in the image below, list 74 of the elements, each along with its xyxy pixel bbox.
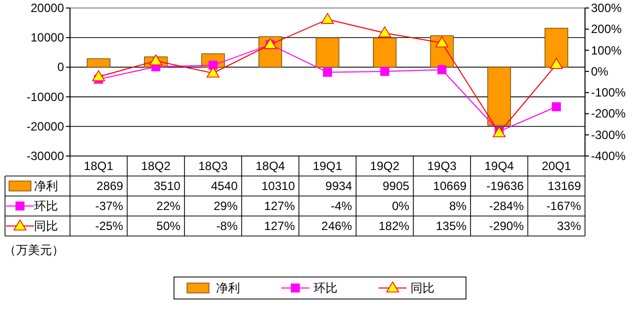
- y-tick-label: 10000: [30, 30, 64, 45]
- point: [149, 54, 162, 66]
- point: [550, 58, 563, 69]
- bar: [487, 66, 511, 126]
- data-label: 9905: [382, 179, 410, 193]
- data-label: -4%: [330, 199, 352, 213]
- data-label: -37%: [95, 199, 124, 213]
- y-tick-label: -30000: [26, 149, 64, 163]
- data-label: 13169: [548, 179, 582, 193]
- x-tick-label: 18Q4: [256, 159, 286, 173]
- y2-tick-label: -100%: [591, 86, 626, 100]
- y-tick-label: -20000: [26, 119, 64, 134]
- data-label: 29%: [214, 199, 238, 213]
- y-tick-label: 20000: [30, 1, 64, 15]
- y2-tick-label: 300%: [591, 1, 622, 15]
- data-label: 4540: [210, 179, 238, 193]
- y2-tick-label: 0%: [591, 64, 609, 78]
- y-tick-label: 0: [57, 60, 64, 74]
- data-label: 0%: [392, 199, 410, 213]
- data-label: -284%: [489, 199, 524, 213]
- point: [92, 70, 106, 82]
- x-tick-label: 19Q1: [312, 159, 342, 173]
- bar: [372, 38, 396, 68]
- point: [437, 65, 446, 74]
- x-tick-label: 19Q3: [427, 159, 457, 173]
- x-tick-label: 18Q1: [84, 159, 114, 173]
- point: [380, 66, 390, 76]
- bar: [544, 28, 568, 68]
- point: [208, 60, 218, 70]
- text: 环比: [313, 281, 338, 295]
- data-label: 127%: [264, 219, 296, 233]
- point: [321, 13, 334, 24]
- y2-tick-label: -200%: [591, 106, 626, 121]
- legend-label: 同比: [34, 219, 58, 233]
- legend-label: 净利: [34, 179, 58, 193]
- text: 净利: [216, 281, 240, 295]
- x-tick-label: 18Q3: [198, 159, 228, 173]
- data-label: 33%: [556, 219, 582, 233]
- y2-tick-label: 100%: [591, 43, 622, 58]
- data-label: 2869: [96, 179, 124, 193]
- point: [323, 68, 332, 77]
- data-label: 135%: [436, 219, 467, 233]
- y2-tick-label: -300%: [591, 128, 626, 142]
- x-tick-label: 20Q1: [542, 159, 572, 173]
- data-label: 246%: [321, 219, 352, 233]
- legend-label: 环比: [34, 199, 58, 213]
- data-label: 10669: [433, 179, 467, 193]
- x-tick-label: 19Q2: [370, 159, 400, 173]
- x-tick-label: 18Q2: [141, 159, 171, 173]
- data-label: -290%: [489, 219, 524, 233]
- point: [206, 66, 220, 78]
- y2-tick-label: -400%: [591, 149, 626, 163]
- point: [552, 102, 561, 112]
- data-label: 127%: [264, 199, 296, 213]
- data-label: -8%: [216, 219, 238, 233]
- data-label: -19636: [486, 179, 524, 193]
- x-tick-label: 19Q4: [484, 159, 514, 173]
- data-label: 8%: [449, 199, 467, 213]
- data-label: 9934: [325, 179, 352, 193]
- text: 同比: [410, 281, 435, 295]
- y-tick-label: -10000: [26, 90, 64, 104]
- y2-tick-label: 200%: [591, 22, 622, 36]
- data-label: -167%: [546, 199, 582, 213]
- data-label: 10310: [262, 179, 296, 193]
- bar: [316, 37, 340, 68]
- point: [378, 26, 392, 38]
- data-label: 50%: [156, 219, 181, 233]
- data-label: 182%: [378, 219, 410, 233]
- data-label: 22%: [156, 199, 181, 213]
- point: [436, 36, 448, 48]
- data-label: -25%: [95, 219, 124, 233]
- data-label: 3510: [154, 179, 181, 193]
- bar: [86, 58, 110, 68]
- text: （万美元）: [4, 243, 64, 257]
